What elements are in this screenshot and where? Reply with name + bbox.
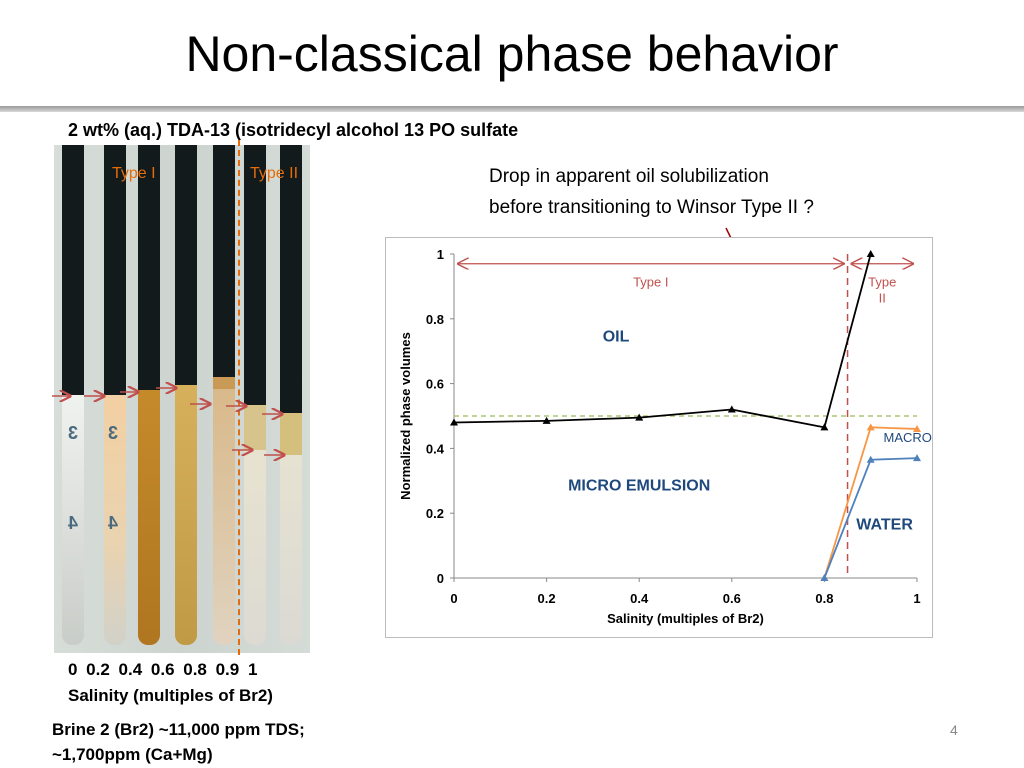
- tube-0-6: [175, 145, 197, 645]
- photo-salinity-label: Salinity (multiples of Br2): [68, 686, 273, 705]
- data-point: [820, 574, 829, 581]
- brine-line-1: Brine 2 (Br2) ~11,000 ppm TDS;: [52, 720, 305, 739]
- data-point: [542, 416, 551, 424]
- x-tick-label: 0.8: [815, 591, 833, 606]
- y-tick-label: 0.6: [426, 377, 444, 392]
- range-label-2: II: [879, 291, 886, 306]
- title-divider: [0, 106, 1024, 112]
- graduation-3-b: 3: [108, 423, 119, 443]
- region-label: MACRO: [884, 430, 932, 445]
- photo-salinity-ticks: 0 0.2 0.4 0.6 0.8 0.9 1: [68, 660, 258, 679]
- graduation-4-a: 4: [68, 513, 79, 533]
- tube-0: [62, 145, 84, 645]
- x-tick-label: 0.2: [538, 591, 556, 606]
- phase-boundary-line: [238, 140, 240, 655]
- tube-0-8: [213, 145, 235, 645]
- x-tick-label: 1: [913, 591, 920, 606]
- series-line-1: [453, 253, 872, 429]
- data-point: [913, 454, 921, 462]
- y-tick-label: 1: [437, 247, 444, 262]
- phase-volume-chart: 0 0.2 0.4 0.6 0.8 1 0 0.2 0.4 0.6 0.8 1 Salinity (mu…: [385, 237, 933, 638]
- x-axis-title: Salinity (multiples of Br2): [607, 611, 764, 626]
- brine-note: Brine 2 (Br2) ~11,000 ppm TDS; ~1,700ppm…: [52, 717, 305, 767]
- tube-1: [280, 145, 302, 645]
- data-point: [866, 250, 875, 257]
- range-label-2: Type: [868, 275, 896, 290]
- data-point: [820, 423, 829, 431]
- x-tick-label: 0.6: [723, 591, 741, 606]
- data-point: [913, 424, 921, 432]
- data-point: [635, 413, 644, 421]
- y-tick-label: 0.8: [426, 312, 444, 327]
- tube-0-4: [138, 145, 160, 645]
- y-tick-label: 0: [437, 571, 444, 586]
- graduation-4-b: 4: [108, 513, 119, 533]
- slide-subtitle: 2 wt% (aq.) TDA-13 (isotridecyl alcohol …: [68, 120, 519, 140]
- data-point: [450, 418, 458, 426]
- tube-photo: Type I Type II 3 3 4 4: [54, 145, 310, 653]
- annotation-line-2: before transitioning to Winsor Type II ?: [489, 197, 814, 218]
- region-label: MICRO EMULSION: [568, 478, 710, 495]
- data-point: [727, 405, 736, 413]
- page-number: 4: [950, 722, 958, 738]
- x-tick-label: 0.4: [630, 591, 649, 606]
- graduation-3-a: 3: [68, 423, 79, 443]
- tube-0-9: [244, 145, 266, 645]
- data-point: [866, 423, 875, 431]
- series-line-2: [823, 426, 918, 579]
- type-1-label: Type I: [112, 165, 156, 182]
- type-2-label: Type II: [250, 165, 299, 182]
- region-label: WATER: [856, 516, 913, 533]
- y-tick-label: 0.2: [426, 506, 444, 521]
- brine-line-2: ~1,700ppm (Ca+Mg): [52, 745, 213, 764]
- range-label-1: Type I: [633, 275, 668, 290]
- x-tick-label: 0: [450, 591, 457, 606]
- region-label: OIL: [603, 328, 630, 345]
- annotation-text: Drop in apparent oil solubilization befo…: [489, 161, 814, 223]
- tube-0-2: [104, 145, 126, 645]
- data-point: [866, 455, 875, 463]
- annotation-line-1: Drop in apparent oil solubilization: [489, 166, 769, 187]
- chart-canvas: 0 0.2 0.4 0.6 0.8 1 0 0.2 0.4 0.6 0.8 1 Salinity (mu…: [398, 247, 932, 626]
- slide-title: Non-classical phase behavior: [185, 26, 839, 82]
- y-axis-title: Normalized phase volumes: [398, 332, 413, 500]
- y-tick-label: 0.4: [426, 441, 445, 456]
